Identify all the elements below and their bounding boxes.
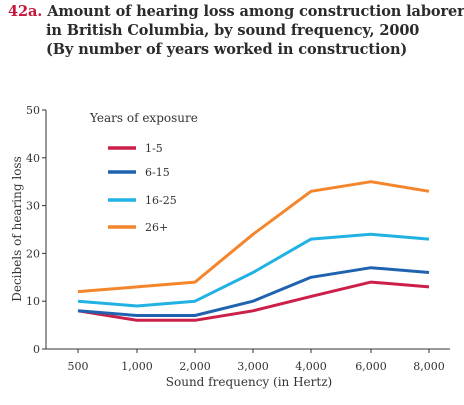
figure-number: 42a. [8, 3, 43, 20]
y-axis-label: Decibels of hearing loss [10, 156, 24, 302]
title-text-1: Amount of hearing loss among constructio… [47, 3, 464, 20]
series-line-16-25 [77, 232, 430, 308]
series-line-6-15 [77, 266, 430, 317]
legend-label: 6-15 [145, 166, 170, 179]
legend: Years of exposure 1-5 6-15 16-25 26+ [89, 111, 198, 234]
y-tick-label: 0 [33, 343, 40, 356]
x-tick-label: 500 [68, 360, 89, 373]
y-tick-label: 40 [26, 152, 40, 165]
legend-label: 1-5 [145, 142, 163, 155]
series-line-1-5 [77, 280, 430, 322]
tick-labels: 0 10 20 30 40 50 500 1,000 2,000 3,000 4,000 6,000 8… [26, 104, 445, 373]
x-tick-label: 6,000 [355, 360, 387, 373]
x-tick-label: 1,000 [121, 360, 153, 373]
series-lines [77, 180, 430, 322]
x-tick-label: 8,000 [413, 360, 445, 373]
legend-label: 26+ [145, 221, 168, 234]
legend-title: Years of exposure [89, 111, 198, 125]
x-tick-label: 4,000 [295, 360, 327, 373]
x-tick-label: 2,000 [179, 360, 211, 373]
y-tick-label: 10 [26, 295, 40, 308]
axes [42, 109, 450, 353]
y-tick-label: 30 [26, 200, 40, 213]
legend-label: 16-25 [145, 194, 177, 207]
title-line-3: (By number of years worked in constructi… [46, 41, 408, 58]
x-tick-label: 3,000 [237, 360, 269, 373]
y-tick-label: 20 [26, 247, 40, 260]
x-axis-label: Sound frequency (in Hertz) [166, 375, 332, 389]
y-tick-label: 50 [26, 104, 40, 117]
title-block: 42a. Amount of hearing loss among constr… [8, 2, 464, 59]
title-line-2: in British Columbia, by sound frequency,… [46, 22, 420, 39]
title-line-1: 42a. Amount of hearing loss among constr… [8, 2, 464, 21]
series-line-26plus [77, 180, 430, 294]
